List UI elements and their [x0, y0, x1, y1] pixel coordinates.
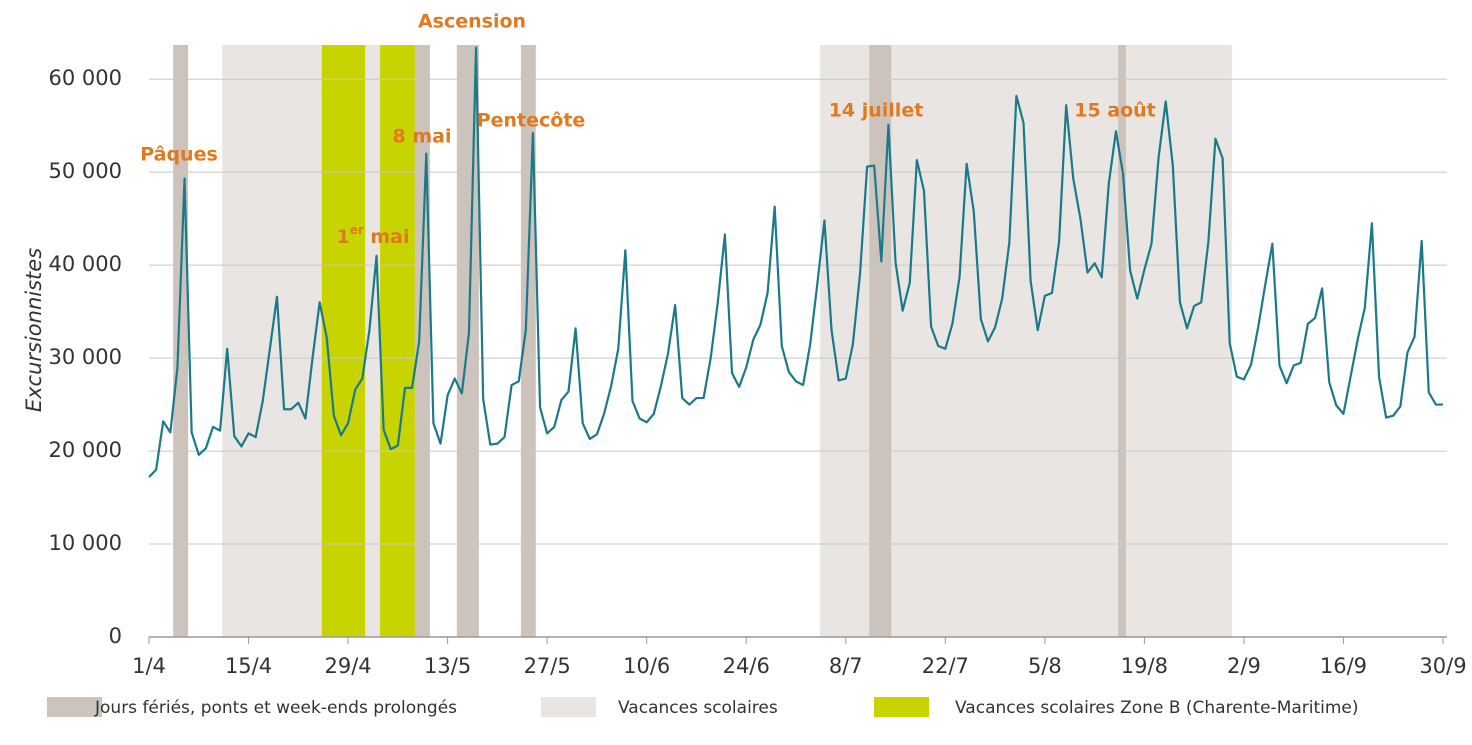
x-tick-label: 2/9: [1227, 654, 1261, 678]
y-tick-label: 60 000: [49, 66, 122, 90]
annotation: Ascension: [418, 11, 526, 33]
y-tick-label: 20 000: [49, 438, 122, 462]
x-tick-label: 8/7: [829, 654, 863, 678]
annotation: 1er mai: [336, 223, 409, 248]
x-tick-label: 19/8: [1121, 654, 1168, 678]
x-tick-label: 10/6: [623, 654, 670, 678]
annotation: 15 août: [1074, 100, 1156, 122]
legend-label: Vacances scolaires: [618, 698, 778, 718]
y-axis-label: Excursionnistes: [22, 248, 46, 412]
band: [173, 45, 189, 637]
band: [1118, 45, 1126, 637]
y-tick-label: 10 000: [49, 531, 122, 555]
legend-swatch: [47, 697, 102, 717]
x-tick-label: 5/8: [1028, 654, 1062, 678]
legend-swatch: [541, 697, 596, 717]
x-tick-label: 15/4: [225, 654, 272, 678]
legend-swatch: [874, 697, 929, 717]
y-tick-label: 0: [109, 624, 122, 648]
band: [520, 45, 536, 637]
annotation-part: er: [350, 223, 364, 237]
band: [321, 45, 366, 637]
x-tick-label: 16/9: [1320, 654, 1367, 678]
legend-label: Jours fériés, ponts et week-ends prolong…: [94, 698, 457, 718]
annotation: 8 mai: [393, 126, 452, 148]
annotation: Pâques: [140, 144, 218, 166]
annotation-part: 1: [336, 226, 349, 248]
annotation: 14 juillet: [829, 100, 924, 122]
band: [414, 45, 430, 637]
x-tick-label: 22/7: [922, 654, 969, 678]
x-tick-label: 13/5: [424, 654, 471, 678]
y-tick-label: 50 000: [49, 159, 122, 183]
x-tick-label: 1/4: [132, 654, 166, 678]
x-tick-label: 24/6: [723, 654, 770, 678]
annotation-part: mai: [364, 226, 410, 248]
band: [380, 45, 415, 637]
legend-label: Vacances scolaires Zone B (Charente-Mari…: [955, 698, 1359, 718]
x-tick-label: 30/9: [1419, 654, 1466, 678]
annotation: Pentecôte: [477, 110, 586, 132]
x-tick-label: 27/5: [524, 654, 571, 678]
y-tick-label: 40 000: [49, 252, 122, 276]
x-tick-label: 29/4: [324, 654, 371, 678]
y-tick-label: 30 000: [49, 345, 122, 369]
data-line: [148, 46, 1443, 478]
